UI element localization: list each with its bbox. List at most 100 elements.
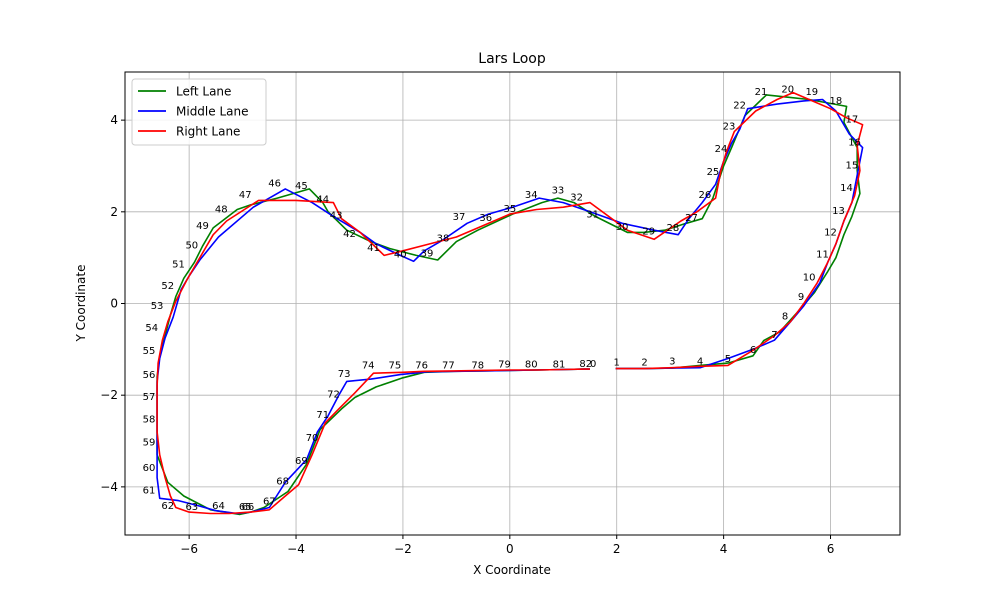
point-label: 64	[212, 501, 225, 512]
point-label: 29	[642, 227, 655, 238]
point-label: 8	[782, 312, 788, 323]
point-label: 44	[316, 195, 329, 206]
x-tick-label: 4	[720, 542, 728, 556]
point-label: 68	[276, 477, 289, 488]
point-label: 79	[498, 360, 511, 371]
y-tick-label: 2	[110, 205, 118, 219]
point-label: 20	[781, 85, 794, 96]
point-label: 16	[848, 137, 861, 148]
point-label: 78	[471, 361, 484, 372]
point-label: 74	[362, 361, 375, 372]
point-label: 22	[733, 101, 746, 112]
point-label: 61	[143, 486, 156, 497]
point-label: 6	[750, 345, 756, 356]
point-label: 31	[586, 209, 599, 220]
series-line-right-lane	[156, 91, 864, 515]
chart-title: Lars Loop	[478, 51, 546, 67]
point-label: 57	[143, 392, 156, 403]
point-label: 48	[215, 205, 228, 216]
point-label: 67	[263, 496, 276, 507]
point-label: 32	[570, 192, 583, 203]
series-layer	[156, 91, 864, 516]
y-tick-label: 4	[110, 113, 118, 127]
point-label: 54	[145, 323, 158, 334]
point-label: 49	[196, 221, 209, 232]
point-label: 35	[503, 204, 516, 215]
point-label: 10	[803, 273, 816, 284]
point-label: 81	[553, 360, 566, 371]
point-label: 30	[616, 222, 629, 233]
point-label: 41	[367, 243, 380, 254]
point-label: 40	[394, 250, 407, 261]
point-label: 55	[143, 346, 156, 357]
point-label: 60	[143, 463, 156, 474]
point-label: 71	[316, 410, 329, 421]
legend-label: Right Lane	[176, 125, 240, 139]
x-tick-label: −6	[180, 542, 198, 556]
legend: Left Lane Middle Lane Right Lane	[131, 78, 267, 146]
point-label: 17	[846, 114, 859, 125]
point-label: 63	[185, 502, 198, 513]
point-label: 72	[327, 389, 340, 400]
point-label: 37	[453, 212, 466, 223]
point-label: 33	[552, 185, 565, 196]
y-tick-label: −4	[100, 480, 118, 494]
point-label: 26	[699, 190, 712, 201]
point-label: 14	[840, 183, 853, 194]
x-tick-label: 6	[827, 542, 835, 556]
y-axis-title: Y Coordinate	[74, 265, 88, 343]
point-label: 75	[389, 361, 402, 372]
point-label-layer: 1 2 3 4 567891011121314151617181920212223242…	[143, 85, 861, 513]
point-label: 23	[723, 121, 736, 132]
x-tick-label: −4	[287, 542, 305, 556]
point-label: 18	[829, 96, 842, 107]
point-label: 19	[805, 87, 818, 98]
x-tick-label: 0	[506, 542, 514, 556]
point-label: 59	[143, 438, 156, 449]
legend-label: Middle Lane	[176, 105, 248, 119]
point-label: 52	[161, 281, 174, 292]
point-label: 4	[697, 356, 703, 367]
point-label: 39	[421, 249, 434, 260]
point-label: 76	[415, 361, 428, 372]
point-label: 7	[771, 330, 777, 341]
point-label: 21	[755, 87, 768, 98]
point-label: 73	[338, 369, 351, 380]
series-line-middle-lane	[156, 98, 864, 515]
point-label: 42	[343, 229, 356, 240]
point-label: 51	[172, 260, 185, 271]
point-label: 36	[479, 213, 492, 224]
point-label: 53	[151, 301, 164, 312]
point-label: 43	[330, 211, 343, 222]
point-label: 62	[161, 501, 174, 512]
point-label: 5	[725, 354, 731, 365]
point-label: 46	[268, 179, 281, 190]
point-label: 2	[641, 357, 647, 368]
point-label: 9	[798, 292, 804, 303]
point-label: 11	[816, 250, 829, 261]
point-label: 27	[685, 213, 698, 224]
x-tick-label: 2	[613, 542, 621, 556]
point-label: 1	[614, 357, 620, 368]
point-label: 0	[590, 359, 596, 370]
point-label: 80	[525, 360, 538, 371]
point-label: 50	[185, 240, 198, 251]
point-label: 13	[832, 206, 845, 217]
point-label: 38	[437, 234, 450, 245]
point-label: 65	[239, 502, 252, 513]
point-label: 28	[666, 223, 679, 234]
point-label: 15	[846, 160, 859, 171]
point-label: 24	[715, 144, 728, 155]
point-label: 47	[239, 190, 252, 201]
legend-label: Left Lane	[176, 85, 231, 99]
grid	[125, 72, 900, 535]
point-label: 58	[143, 415, 156, 426]
point-label: 77	[442, 361, 455, 372]
point-label: 69	[295, 456, 308, 467]
x-axis-title: X Coordinate	[473, 563, 551, 577]
point-label: 56	[143, 370, 156, 381]
point-label: 34	[525, 190, 538, 201]
point-label: 3	[669, 356, 675, 367]
